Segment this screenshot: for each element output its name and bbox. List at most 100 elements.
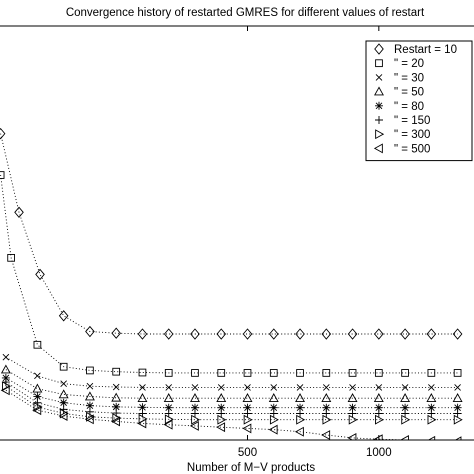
- series-line: [0, 174, 458, 374]
- legend-label: " = 150: [394, 115, 430, 127]
- data-point: [374, 369, 383, 377]
- data-point: [348, 403, 357, 412]
- data-point: [14, 206, 24, 218]
- data-point: [426, 393, 437, 402]
- legend-label: " = 500: [394, 143, 430, 155]
- data-point: [374, 403, 383, 412]
- legend: Restart = 10 " = 20 " = 30 " = 50 " = 80 " = …: [365, 40, 473, 162]
- data-point: [400, 328, 410, 340]
- data-point: [189, 420, 199, 431]
- data-point: [401, 409, 410, 418]
- data-point: [401, 414, 411, 425]
- data-point: [348, 409, 357, 418]
- data-point: [270, 384, 278, 391]
- data-point: [401, 403, 410, 412]
- data-point: [111, 327, 121, 339]
- data-point: [428, 384, 435, 391]
- x-tick-label: 500: [238, 447, 257, 459]
- data-point: [347, 393, 358, 402]
- data-point: [137, 418, 147, 429]
- data-point: [454, 384, 461, 391]
- data-point: [322, 403, 331, 412]
- data-point: [217, 384, 225, 391]
- data-point: [427, 403, 436, 412]
- legend-marker: [375, 116, 383, 124]
- data-point: [242, 423, 252, 434]
- data-point: [216, 422, 226, 433]
- data-point: [165, 384, 173, 391]
- data-point: [58, 411, 68, 421]
- data-point: [163, 419, 173, 430]
- data-point: [137, 328, 148, 340]
- data-point: [295, 393, 305, 402]
- data-point: [32, 383, 43, 393]
- data-point: [217, 403, 226, 412]
- data-point: [268, 393, 279, 402]
- data-point: [243, 414, 253, 425]
- plot-frame: [0, 25, 474, 441]
- legend-box: [365, 40, 473, 162]
- legend-entry: " = 80: [375, 101, 424, 113]
- data-point: [269, 414, 279, 425]
- data-point: [399, 435, 409, 440]
- data-point: [216, 393, 227, 402]
- data-point: [190, 409, 199, 418]
- series-line: [5, 389, 420, 440]
- data-point: [374, 328, 384, 340]
- legend-label: " = 80: [394, 101, 424, 113]
- data-point: [375, 414, 384, 425]
- data-point: [1, 373, 10, 382]
- data-point: [427, 414, 437, 425]
- legend-entry: " = 300: [375, 129, 430, 141]
- series-asterisk: [1, 373, 462, 412]
- data-point: [86, 411, 96, 422]
- series-triangle-left: [0, 385, 462, 440]
- data-point: [242, 328, 253, 340]
- data-point: [322, 414, 332, 425]
- data-point: [58, 310, 69, 322]
- data-point: [86, 382, 94, 390]
- data-point: [59, 362, 68, 371]
- data-point: [86, 366, 94, 375]
- data-point: [296, 384, 304, 391]
- data-point: [347, 432, 357, 440]
- data-point: [33, 340, 42, 349]
- data-point: [59, 398, 68, 407]
- data-point: [0, 385, 10, 396]
- data-point: [427, 409, 436, 418]
- data-point: [112, 383, 120, 391]
- data-point: [268, 424, 278, 435]
- data-point: [269, 409, 278, 418]
- legend-label: " = 30: [394, 72, 424, 84]
- data-point: [401, 369, 409, 377]
- data-point: [0, 171, 5, 179]
- data-point: [60, 380, 67, 388]
- data-point: [321, 328, 332, 340]
- data-point: [427, 369, 436, 377]
- data-point: [111, 416, 120, 427]
- legend-entry: Restart = 10: [374, 43, 457, 56]
- legend-label: Restart = 10: [394, 44, 457, 56]
- data-point: [112, 367, 121, 376]
- data-point: [84, 391, 95, 401]
- legend-marker: [375, 129, 385, 140]
- chart-title: Convergence history of restarted GMRES f…: [66, 7, 425, 19]
- data-point: [85, 325, 95, 338]
- data-point: [112, 413, 122, 424]
- series-diamond: [0, 127, 463, 340]
- data-point: [296, 414, 306, 425]
- legend-entry: " = 30: [375, 72, 424, 84]
- data-point: [34, 372, 41, 380]
- data-point: [84, 414, 94, 425]
- data-point: [33, 401, 43, 412]
- data-point: [190, 403, 199, 412]
- data-point: [163, 328, 174, 340]
- data-point: [217, 409, 226, 418]
- data-point: [426, 328, 437, 340]
- data-point: [190, 328, 200, 340]
- data-point: [139, 384, 146, 391]
- legend-entry: " = 50: [374, 86, 424, 99]
- series-square: [0, 171, 462, 377]
- plot-series: [0, 127, 463, 440]
